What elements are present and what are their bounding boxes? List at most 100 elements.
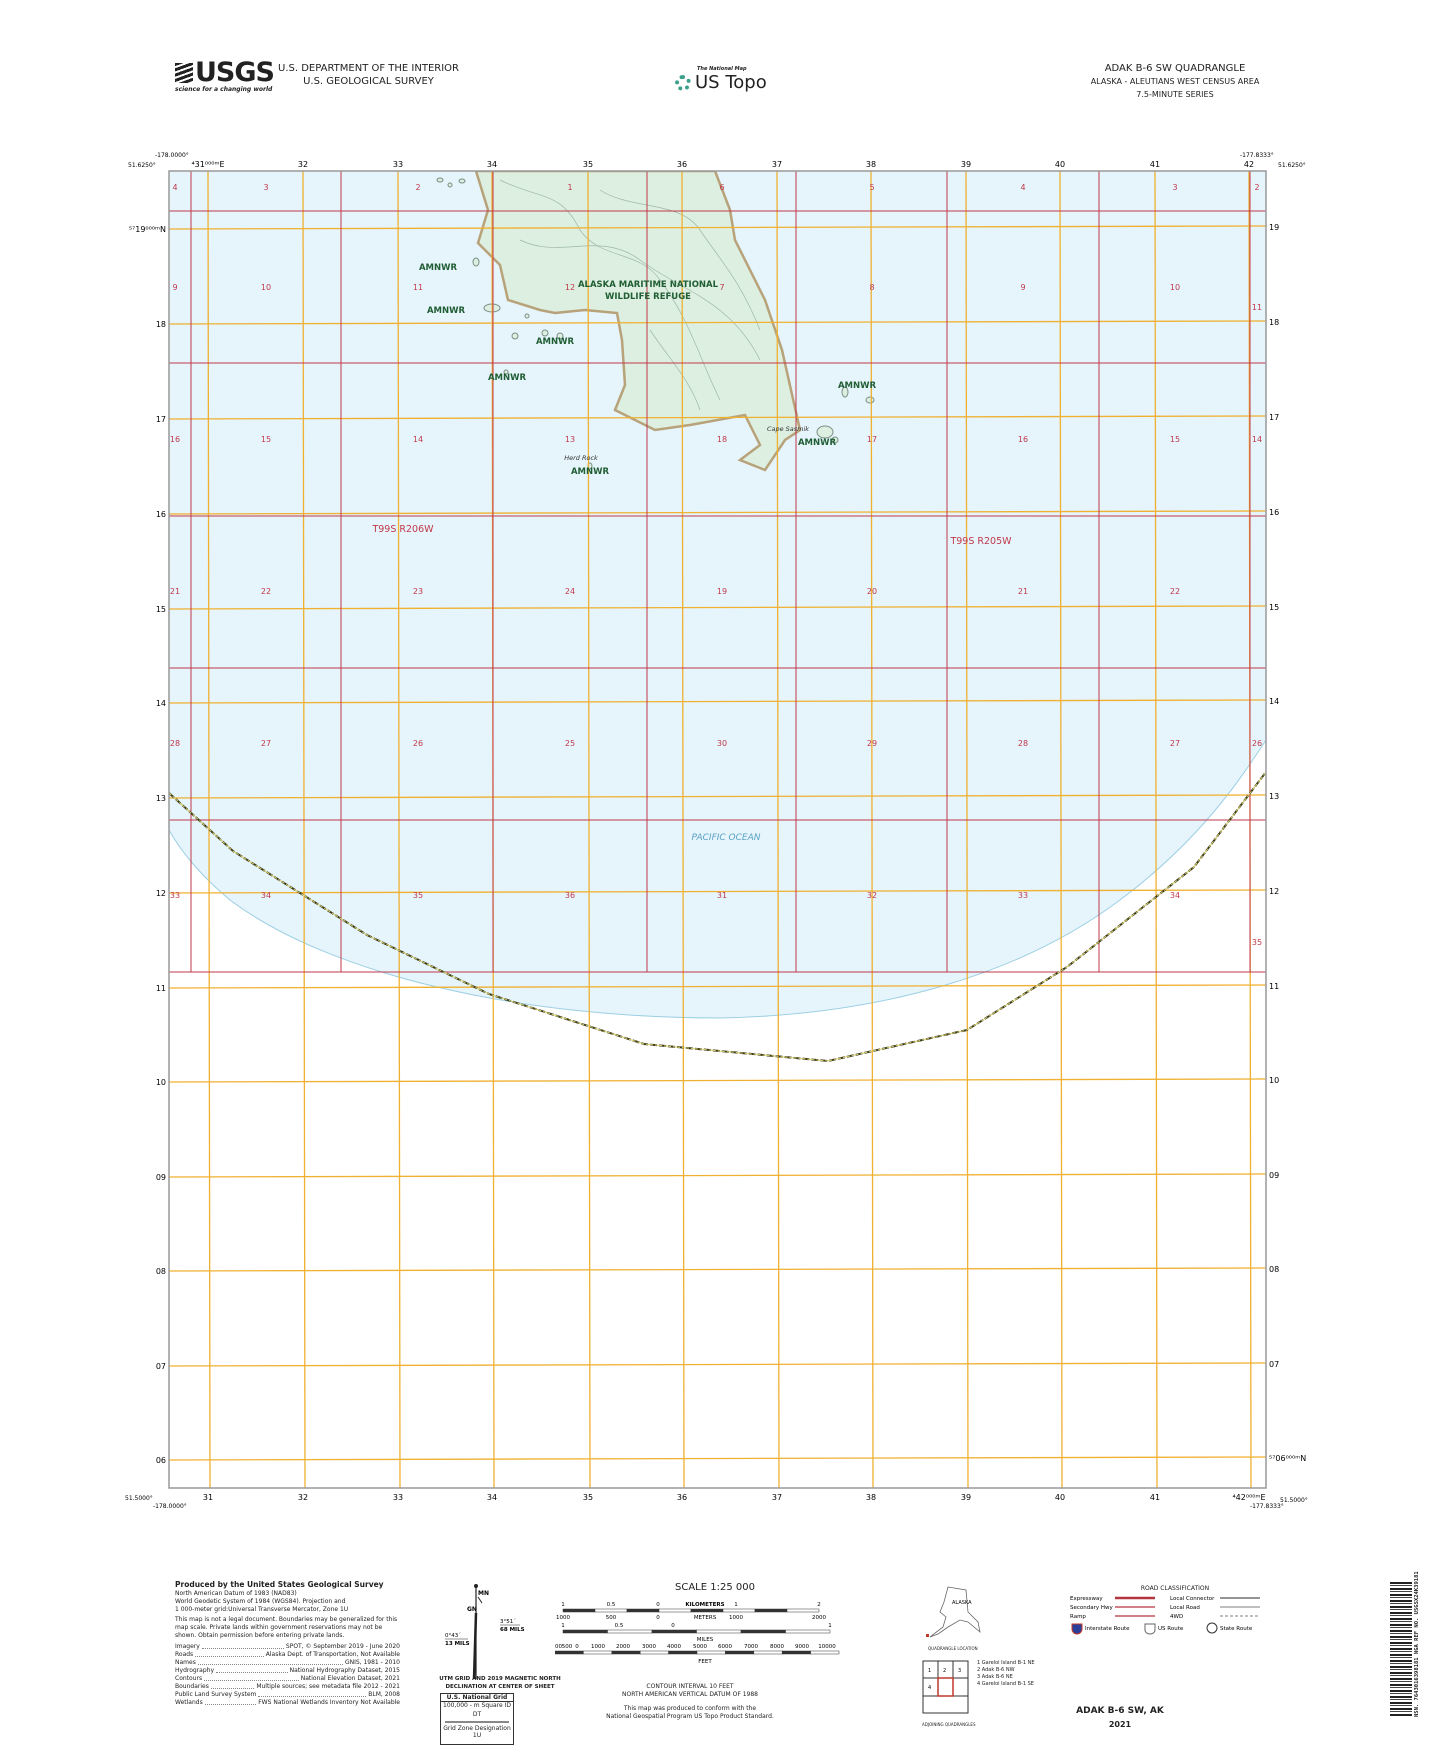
scale-segment (725, 1650, 755, 1655)
easting-label-bottom: 33 (393, 1493, 403, 1502)
islets (436, 177, 875, 470)
leader-dots (204, 1699, 257, 1705)
scale-segment (651, 1629, 697, 1634)
location-state: ALASKA (952, 1600, 972, 1606)
northing-label-left: 16 (156, 510, 166, 519)
easting-label-top: ⁴31⁰⁰⁰ᵐE (191, 160, 224, 169)
feet-label: 9000 (795, 1644, 809, 1650)
source-row: Imagery SPOT, © September 2019 - June 202… (175, 1643, 400, 1651)
section-number: 21 (1018, 587, 1028, 596)
department-block: U.S. DEPARTMENT OF THE INTERIOR U.S. GEO… (278, 62, 459, 88)
source-label: Boundaries (175, 1683, 209, 1690)
corner-bottom-left-lon: -178.0000° (153, 1503, 187, 1510)
adjoining-caption: ADJOINING QUADRANGLES (922, 1722, 976, 1727)
datum-line: 1 000-meter grid:Universal Transverse Me… (175, 1606, 349, 1613)
easting-label-bottom: 35 (583, 1493, 593, 1502)
meter-label: 0 (656, 1615, 660, 1621)
leader-dots (258, 1691, 367, 1697)
section-number: 16 (170, 435, 180, 444)
section-number: 14 (1252, 435, 1262, 444)
northing-label-left: 14 (156, 699, 166, 708)
road-class-label: Local Road (1170, 1605, 1200, 1611)
township-label-west: T99S R206W (371, 524, 434, 535)
easting-label-top: 41 (1150, 160, 1160, 169)
datum-line: North American Datum of 1983 (NAD83) (175, 1590, 297, 1597)
utm-easting-line (397, 171, 401, 1488)
datum-line: World Geodetic System of 1984 (WGS84). P… (175, 1598, 346, 1605)
easting-label-top: 33 (393, 160, 403, 169)
northing-label-left: 18 (156, 320, 166, 329)
utm-northing-line (169, 1362, 1266, 1367)
section-number: 29 (867, 739, 877, 748)
northing-label-right: 15 (1269, 603, 1279, 612)
pacific-ocean-label: PACIFIC OCEAN (692, 833, 761, 843)
section-number: 27 (1170, 739, 1180, 748)
state-route-shield-icon (1206, 1622, 1218, 1634)
leader-dots (204, 1675, 299, 1681)
northing-label-right: 19 (1269, 223, 1279, 232)
utm-northing-line (169, 1173, 1266, 1178)
scale-segment (658, 1608, 692, 1613)
corner-bottom-left-lat: 51.5000° (125, 1495, 153, 1502)
source-label: Roads (175, 1651, 194, 1658)
section-number: 31 (717, 891, 727, 900)
section-number: 16 (1018, 435, 1028, 444)
northing-label-right: 11 (1269, 982, 1279, 991)
shield-label: Interstate Route (1085, 1626, 1130, 1632)
source-value: GNIS, 1981 - 2010 (344, 1659, 400, 1666)
map-labels: ALASKA MARITIME NATIONAL WILDLIFE REFUGE A… (371, 263, 1012, 843)
section-number: 34 (1170, 891, 1180, 900)
usng-sub: 100,000 - m Square ID (443, 1702, 511, 1709)
source-row: Contours National Elevation Dataset, 2021 (175, 1675, 400, 1683)
feet-label: 0 (575, 1644, 579, 1650)
feet-label: 500 (562, 1644, 573, 1650)
northing-label-right: 07 (1269, 1360, 1279, 1369)
alaska-outline-icon: ALASKA (926, 1586, 981, 1638)
usgs-logo: USGS science for a changing world (175, 57, 275, 93)
quadrangle-title-block: ADAK B-6 SW QUADRANGLE ALASKA - ALEUTIAN… (1080, 62, 1270, 101)
usgs-wordmark: USGS (195, 57, 275, 88)
gzd-label: Grid Zone Designation (443, 1725, 511, 1732)
usng-box: U.S. National Grid 100,000 - m Square ID… (440, 1693, 514, 1745)
neatline (168, 170, 1267, 1489)
interstate-shield-icon (1071, 1623, 1083, 1635)
section-number: 3 (1172, 183, 1177, 192)
right-mils: 68 MILS (500, 1627, 525, 1633)
leader-dots (216, 1667, 288, 1673)
section-number: 25 (565, 739, 575, 748)
section-number: 17 (867, 435, 877, 444)
scale-segment (562, 1608, 596, 1613)
km-label: KILOMETERS (685, 1602, 724, 1608)
gzd-value: 1U (472, 1732, 482, 1739)
shield-label: State Route (1220, 1626, 1253, 1632)
corner-bottom-right-lon: -177.8333° (1250, 1503, 1284, 1510)
section-number: 11 (413, 283, 423, 292)
utm-northing-line (169, 510, 1266, 515)
source-label: Names (175, 1659, 196, 1666)
northing-label-right: 14 (1269, 697, 1279, 706)
quad-series: 7.5-MINUTE SERIES (1136, 90, 1214, 99)
scale-segment (754, 1608, 788, 1613)
corner-bottom-right-lat: 51.5000° (1280, 1497, 1308, 1504)
declination-caption-1: UTM GRID AND 2019 MAGNETIC NORTH (439, 1676, 561, 1682)
corner-top-right-lon: -177.8333° (1240, 152, 1274, 159)
scale-segment (594, 1608, 628, 1613)
usgs-wave-icon (175, 63, 193, 83)
barcode-icon (1390, 1582, 1412, 1717)
road-class-label: Secondary Hwy (1070, 1605, 1114, 1611)
km-label: 2 (817, 1602, 821, 1608)
section-number: 27 (261, 739, 271, 748)
source-value: Multiple sources; see metadata file 2012… (256, 1683, 400, 1690)
utm-northing-line (169, 1456, 1266, 1461)
easting-label-bottom: 32 (298, 1493, 308, 1502)
northing-label-left: 17 (156, 415, 166, 424)
source-label: Public Land Survey System (175, 1691, 257, 1698)
leader-dots (195, 1651, 264, 1657)
feet-label: 10000 (818, 1644, 836, 1650)
utm-northing-line (169, 225, 1266, 230)
meter-label: 1000 (556, 1615, 570, 1621)
north-arrow-icon: MN GN 3°51´ 68 MILS 0°43´ 13 MILS (445, 1584, 525, 1680)
svg-text:4: 4 (928, 1685, 931, 1691)
